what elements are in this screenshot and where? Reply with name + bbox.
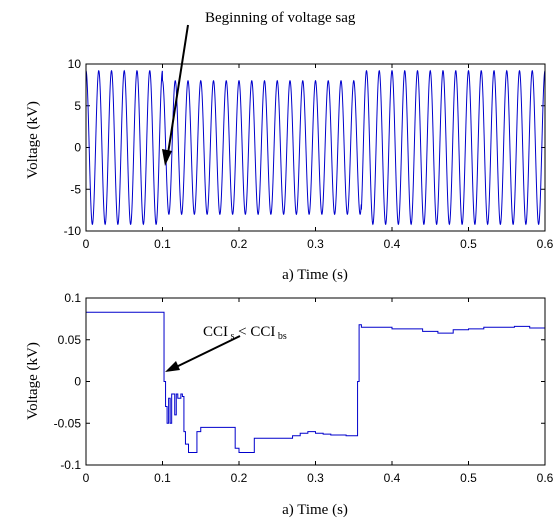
- top-x-tick-label: 0.4: [384, 237, 401, 251]
- top-ylabel: Voltage (kV): [25, 101, 41, 179]
- top-x-tick-label: 0.5: [460, 237, 477, 251]
- top-y-tick-label: 5: [74, 99, 81, 113]
- top-x-tick-label: 0.2: [231, 237, 248, 251]
- bottom-plot-frame: [85, 297, 546, 466]
- top-xlabel: a) Time (s): [282, 267, 348, 283]
- bottom-x-tick-label: 0.2: [231, 471, 248, 485]
- bottom-annotation-arrowhead: [165, 361, 180, 372]
- bottom-annotation-arrow: [171, 335, 241, 370]
- bottom-y-tick-label: -0.05: [54, 416, 82, 430]
- top-x-tick-label: 0.6: [537, 237, 554, 251]
- top-x-tick-label: 0.1: [154, 237, 171, 251]
- top-plot-frame: [85, 63, 546, 232]
- bottom-y-tick-label: 0.05: [58, 333, 82, 347]
- top-annotation: Beginning of voltage sag: [205, 10, 356, 26]
- bottom-annotation: CCI s < CCI bs: [203, 324, 287, 342]
- bottom-y-tick-label: -0.1: [60, 458, 81, 472]
- bottom-x-ticks: 0 0.1 0.2 0.3 0.4 0.5 0.6: [83, 298, 554, 485]
- top-y-tick-label: -5: [70, 182, 81, 196]
- top-series-line: [86, 69, 545, 226]
- top-x-tick-label: 0.3: [307, 237, 324, 251]
- bottom-ylabel: Voltage (kV): [25, 342, 41, 420]
- bottom-y-tick-label: 0.1: [64, 291, 81, 305]
- top-annotation-arrow: [166, 24, 189, 161]
- top-y-tick-label: 10: [68, 57, 82, 71]
- bottom-x-tick-label: 0.3: [307, 471, 324, 485]
- top-x-ticks: 0 0.1 0.2 0.3 0.4 0.5 0.6: [83, 64, 554, 251]
- bottom-x-tick-label: 0.1: [154, 471, 171, 485]
- bottom-x-tick-label: 0.5: [460, 471, 477, 485]
- top-y-tick-label: -10: [64, 224, 82, 238]
- top-annotation-arrowhead: [162, 149, 172, 166]
- bottom-x-tick-label: 0: [83, 471, 90, 485]
- bottom-xlabel: a) Time (s): [282, 502, 348, 518]
- bottom-x-tick-label: 0.4: [384, 471, 401, 485]
- top-x-tick-label: 0: [83, 237, 90, 251]
- top-y-tick-label: 0: [74, 141, 81, 155]
- bottom-y-ticks: -0.1 -0.05 0 0.05 0.1: [54, 291, 545, 472]
- bottom-y-tick-label: 0: [74, 375, 81, 389]
- bottom-chart: Voltage (kV) -0.1 -0.05 0 0.05 0.1 0 0.1 0.2 0.…: [25, 291, 554, 518]
- bottom-x-tick-label: 0.6: [537, 471, 554, 485]
- bottom-series-line: [86, 311, 545, 453]
